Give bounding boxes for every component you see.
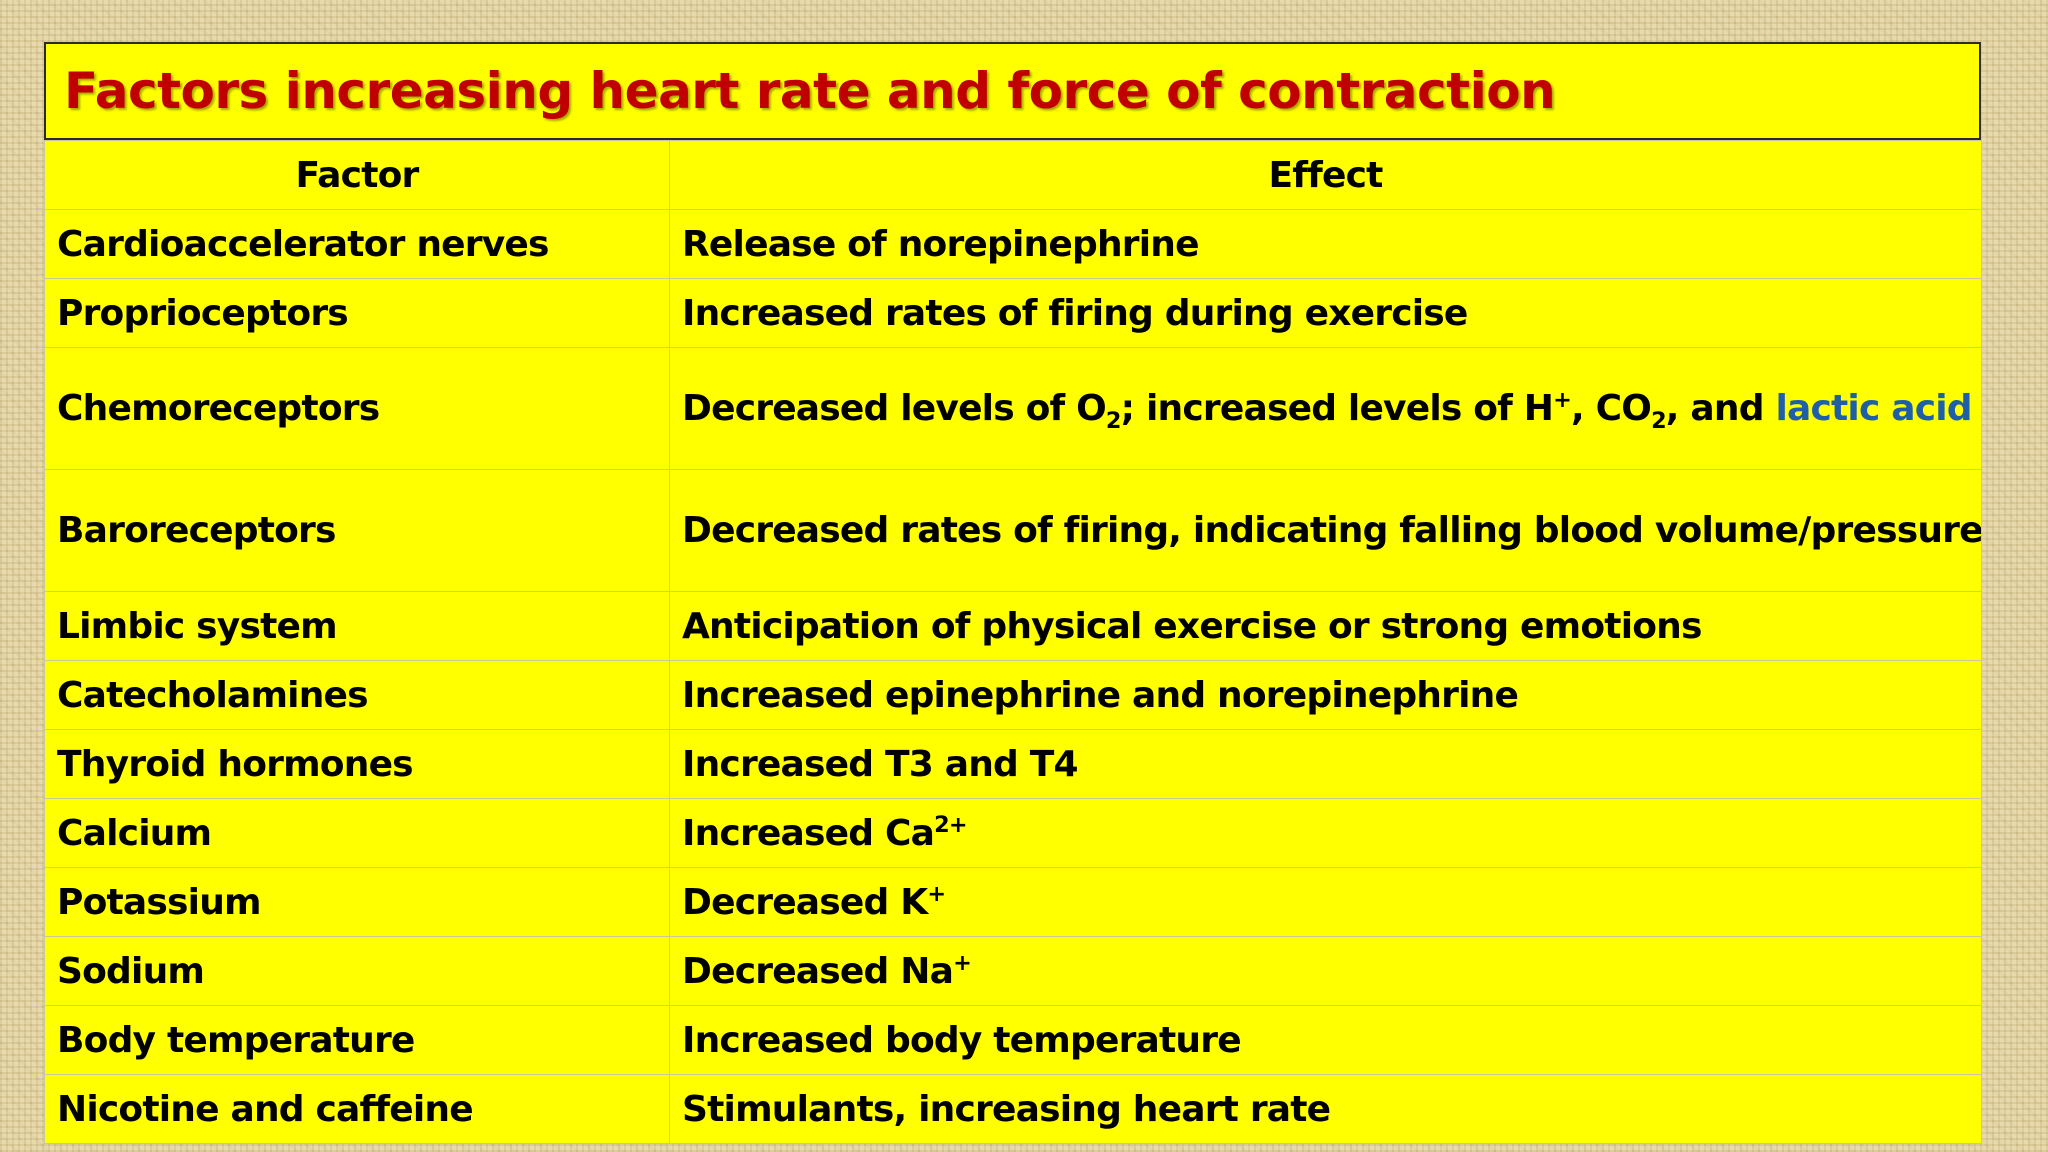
table-row: Nicotine and caffeine Stimulants, increa… <box>44 1074 1982 1144</box>
factor-cell: Sodium <box>44 936 670 1006</box>
slide: Factors increasing heart rate and force … <box>44 42 1982 1144</box>
factor-cell: Catecholamines <box>44 660 670 730</box>
table-row: Proprioceptors Increased rates of firing… <box>44 278 1982 348</box>
factor-cell: Potassium <box>44 867 670 937</box>
factor-cell: Body temperature <box>44 1005 670 1075</box>
factor-cell: Limbic system <box>44 591 670 661</box>
factor-cell: Chemoreceptors <box>44 347 670 470</box>
factor-cell: Proprioceptors <box>44 278 670 348</box>
effect-cell: Decreased K+ <box>669 867 1982 937</box>
effect-cell: Increased Ca2+ <box>669 798 1982 868</box>
factor-cell: Cardioaccelerator nerves <box>44 209 670 279</box>
table-row: Body temperature Increased body temperat… <box>44 1005 1982 1075</box>
table-row: Baroreceptors Decreased rates of firing,… <box>44 469 1982 592</box>
table-row: Thyroid hormones Increased T3 and T4 <box>44 729 1982 799</box>
effect-cell: Increased rates of firing during exercis… <box>669 278 1982 348</box>
header-factor: Factor <box>44 140 670 210</box>
table-row: Chemoreceptors Decreased levels of O2; i… <box>44 347 1982 470</box>
table-row: Catecholamines Increased epinephrine and… <box>44 660 1982 730</box>
table-header-row: Factor Effect <box>44 140 1982 210</box>
factor-cell: Thyroid hormones <box>44 729 670 799</box>
effect-cell: Decreased Na+ <box>669 936 1982 1006</box>
effect-cell: Decreased rates of firing, indicating fa… <box>669 469 1982 592</box>
effect-text: Decreased K <box>682 881 928 923</box>
effect-text: ; increased levels of H <box>1120 388 1554 429</box>
superscript: + <box>1553 387 1572 413</box>
effect-text: , and <box>1665 388 1776 429</box>
title-box: Factors increasing heart rate and force … <box>44 42 1981 140</box>
effect-text: Decreased levels of O <box>682 388 1107 429</box>
table-row: Potassium Decreased K+ <box>44 867 1982 937</box>
effect-cell: Decreased levels of O2; increased levels… <box>669 347 1982 470</box>
superscript: 2+ <box>934 811 967 838</box>
effect-text: , CO <box>1571 388 1652 429</box>
subscript: 2 <box>1105 408 1122 435</box>
table-row: Sodium Decreased Na+ <box>44 936 1982 1006</box>
lactic-acid-link[interactable]: lactic acid <box>1775 388 1972 429</box>
slide-title: Factors increasing heart rate and force … <box>64 62 1556 120</box>
superscript: + <box>927 880 946 907</box>
factor-cell: Nicotine and caffeine <box>44 1074 670 1144</box>
effect-text: Decreased Na <box>682 950 954 992</box>
effect-cell: Increased body temperature <box>669 1005 1982 1075</box>
header-effect: Effect <box>669 140 1982 210</box>
superscript: + <box>953 949 972 976</box>
table-row: Calcium Increased Ca2+ <box>44 798 1982 868</box>
effect-cell: Stimulants, increasing heart rate <box>669 1074 1982 1144</box>
factors-table: Factor Effect Cardioaccelerator nerves R… <box>44 140 1982 1144</box>
table-row: Cardioaccelerator nerves Release of nore… <box>44 209 1982 279</box>
effect-cell: Increased epinephrine and norepinephrine <box>669 660 1982 730</box>
factor-cell: Calcium <box>44 798 670 868</box>
effect-text: Increased Ca <box>682 812 935 854</box>
factor-cell: Baroreceptors <box>44 469 670 592</box>
effect-cell: Release of norepinephrine <box>669 209 1982 279</box>
effect-cell: Increased T3 and T4 <box>669 729 1982 799</box>
subscript: 2 <box>1651 408 1667 435</box>
table-row: Limbic system Anticipation of physical e… <box>44 591 1982 661</box>
effect-cell: Anticipation of physical exercise or str… <box>669 591 1982 661</box>
